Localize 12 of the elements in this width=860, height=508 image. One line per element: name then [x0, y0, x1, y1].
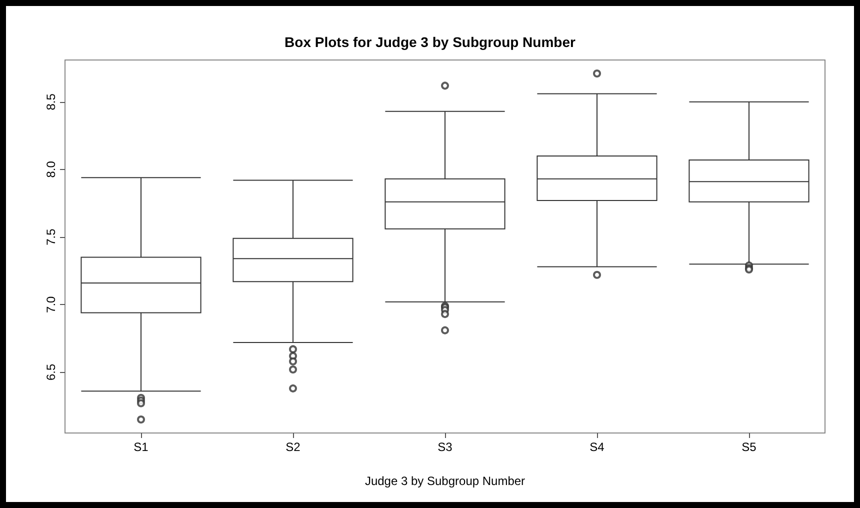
y-tick-label: 6.5: [44, 364, 58, 381]
x-tick-label: S1: [134, 440, 149, 454]
x-tick-label: S4: [590, 440, 605, 454]
x-tick-label: S3: [438, 440, 453, 454]
y-tick-label: 8.5: [44, 93, 58, 110]
y-tick-label: 7.0: [44, 296, 58, 313]
x-tick-label: S2: [286, 440, 301, 454]
y-tick-label: 8.0: [44, 160, 58, 178]
x-tick-label: S5: [742, 440, 757, 454]
x-axis-title: Judge 3 by Subgroup Number: [364, 474, 526, 488]
chart-title: Box Plots for Judge 3 by Subgroup Number: [284, 34, 576, 50]
y-tick-label: 7.5: [44, 228, 58, 246]
